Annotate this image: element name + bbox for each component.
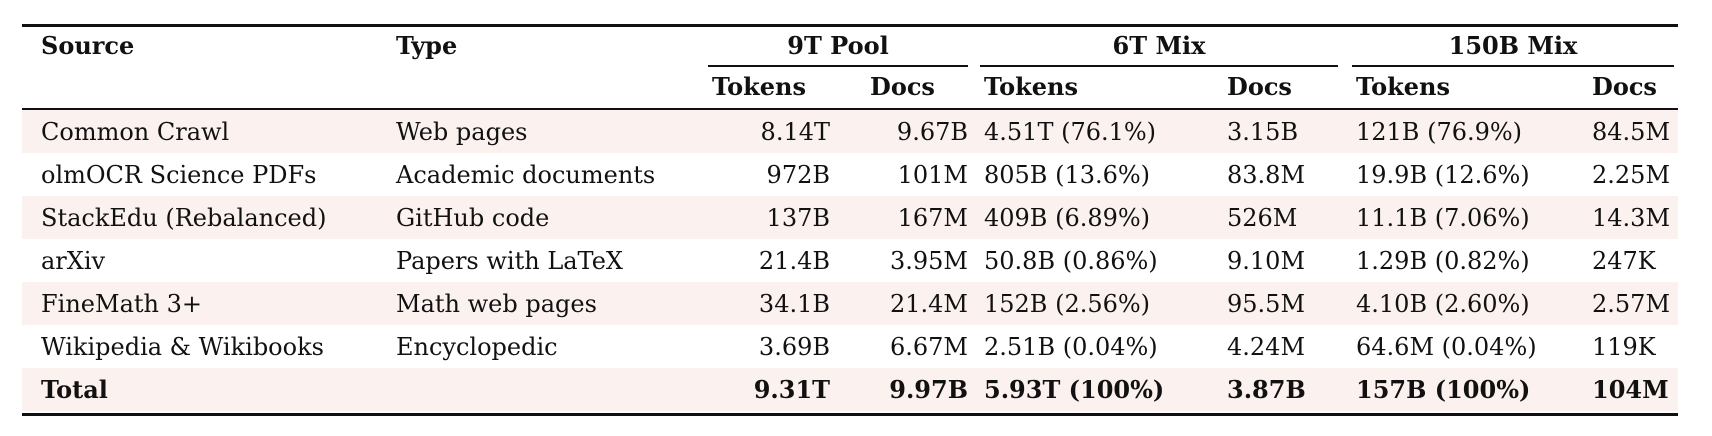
cell-pool-tokens: 3.69B <box>758 333 830 361</box>
cell-source: Wikipedia & Wikibooks <box>41 333 324 361</box>
total-pool-tokens: 9.31T <box>753 375 830 404</box>
cell-pool-docs: 6.67M <box>889 333 968 361</box>
header-6t-mix: 6T Mix <box>1112 31 1206 60</box>
header-source: Source <box>41 31 135 60</box>
cell-source: FineMath 3+ <box>41 290 202 318</box>
cell-mix150-docs: 2.25M <box>1592 161 1671 189</box>
cell-type: Web pages <box>396 118 528 146</box>
total-mix6-tokens: 5.93T (100%) <box>984 375 1165 404</box>
cell-mix150-docs: 84.5M <box>1592 118 1671 146</box>
cell-mix150-tokens: 19.9B (12.6%) <box>1356 161 1530 189</box>
cell-mix150-docs: 119K <box>1592 333 1656 361</box>
group-rule-6t-mix <box>980 65 1338 67</box>
cell-source: olmOCR Science PDFs <box>41 161 317 189</box>
total-pool-docs: 9.97B <box>889 375 968 404</box>
cell-type: GitHub code <box>396 204 550 232</box>
total-mix6-docs: 3.87B <box>1227 375 1306 404</box>
header-mix150-tokens: Tokens <box>1356 72 1450 101</box>
cell-source: StackEdu (Rebalanced) <box>41 204 327 232</box>
header-mix6-tokens: Tokens <box>984 72 1078 101</box>
total-source: Total <box>41 375 108 404</box>
cell-mix6-docs: 3.15B <box>1227 118 1299 146</box>
total-mix150-docs: 104M <box>1592 375 1669 404</box>
row-stripe <box>22 282 1678 325</box>
cell-type: Math web pages <box>396 290 597 318</box>
cell-mix6-docs: 95.5M <box>1227 290 1306 318</box>
cell-mix150-docs: 2.57M <box>1592 290 1671 318</box>
cell-mix6-tokens: 4.51T (76.1%) <box>984 118 1157 146</box>
cell-mix6-tokens: 805B (13.6%) <box>984 161 1151 189</box>
group-rule-150b-mix <box>1352 65 1674 67</box>
cell-pool-docs: 167M <box>897 204 968 232</box>
cell-pool-tokens: 137B <box>766 204 830 232</box>
cell-pool-docs: 3.95M <box>889 247 968 275</box>
header-150b-mix: 150B Mix <box>1448 31 1578 60</box>
cell-mix150-tokens: 4.10B (2.60%) <box>1356 290 1530 318</box>
cell-mix6-tokens: 50.8B (0.86%) <box>984 247 1158 275</box>
cell-pool-tokens: 34.1B <box>758 290 830 318</box>
cell-mix6-docs: 9.10M <box>1227 247 1306 275</box>
cell-source: Common Crawl <box>41 118 230 146</box>
cell-mix150-tokens: 1.29B (0.82%) <box>1356 247 1530 275</box>
row-stripe <box>22 196 1678 239</box>
cell-pool-tokens: 21.4B <box>758 247 830 275</box>
cell-source: arXiv <box>41 247 106 275</box>
cell-type: Encyclopedic <box>396 333 558 361</box>
cell-mix150-tokens: 11.1B (7.06%) <box>1356 204 1530 232</box>
group-rule-9t-pool <box>708 65 968 67</box>
header-mix6-docs: Docs <box>1227 72 1292 101</box>
row-stripe <box>22 368 1678 411</box>
top-rule <box>22 24 1678 27</box>
cell-pool-tokens: 972B <box>766 161 830 189</box>
cell-mix6-tokens: 409B (6.89%) <box>984 204 1151 232</box>
cell-mix150-docs: 247K <box>1592 247 1656 275</box>
cell-pool-docs: 101M <box>897 161 968 189</box>
cell-mix6-tokens: 152B (2.56%) <box>984 290 1151 318</box>
header-pool-docs: Docs <box>870 72 935 101</box>
cell-type: Papers with LaTeX <box>396 247 623 275</box>
cell-pool-docs: 9.67B <box>896 118 968 146</box>
cell-pool-docs: 21.4M <box>889 290 968 318</box>
cell-type: Academic documents <box>396 161 656 189</box>
row-stripe <box>22 110 1678 153</box>
header-rule <box>22 108 1678 110</box>
cell-mix6-docs: 526M <box>1227 204 1298 232</box>
cell-mix6-docs: 83.8M <box>1227 161 1306 189</box>
header-pool-tokens: Tokens <box>712 72 806 101</box>
cell-mix6-docs: 4.24M <box>1227 333 1306 361</box>
bottom-rule <box>22 413 1678 416</box>
cell-mix150-docs: 14.3M <box>1592 204 1671 232</box>
cell-pool-tokens: 8.14T <box>760 118 830 146</box>
total-mix150-tokens: 157B (100%) <box>1356 375 1531 404</box>
header-type: Type <box>396 31 458 60</box>
cell-mix150-tokens: 121B (76.9%) <box>1356 118 1523 146</box>
header-mix150-docs: Docs <box>1592 72 1657 101</box>
cell-mix150-tokens: 64.6M (0.04%) <box>1356 333 1537 361</box>
header-9t-pool: 9T Pool <box>787 31 889 60</box>
cell-mix6-tokens: 2.51B (0.04%) <box>984 333 1158 361</box>
